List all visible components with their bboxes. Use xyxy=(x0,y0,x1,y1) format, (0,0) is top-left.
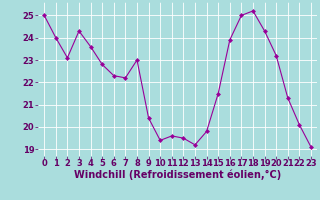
X-axis label: Windchill (Refroidissement éolien,°C): Windchill (Refroidissement éolien,°C) xyxy=(74,169,281,180)
